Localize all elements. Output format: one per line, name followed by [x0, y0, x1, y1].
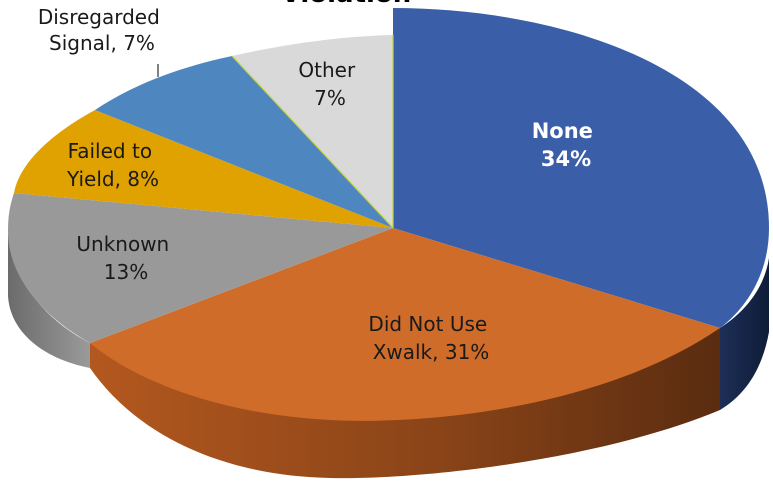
- label-none: None 34%: [532, 119, 601, 171]
- pie-top-faces: [8, 8, 769, 421]
- slice-unknown: [8, 193, 393, 343]
- slice-separators: [231, 35, 394, 229]
- slice-side-none: [720, 258, 769, 410]
- slice-failed: [14, 110, 393, 228]
- slice-xwalk: [90, 228, 720, 421]
- label-other: Other 7%: [298, 58, 361, 110]
- slice-other: [232, 35, 393, 228]
- slice-disregarded: [95, 56, 393, 228]
- slice-none: [393, 8, 769, 328]
- label-unknown: Unknown 13%: [76, 232, 175, 284]
- slice-side-unknown: [8, 231, 90, 368]
- label-failed: Failed to Yield, 8%: [66, 139, 159, 191]
- data-labels: None 34% Did Not Use Xwalk, 31% Unknown …: [38, 5, 601, 364]
- label-disregarded: Disregarded Signal, 7%: [38, 5, 166, 55]
- chart-title: Violation: [236, 0, 456, 9]
- label-xwalk: Did Not Use Xwalk, 31%: [368, 312, 493, 364]
